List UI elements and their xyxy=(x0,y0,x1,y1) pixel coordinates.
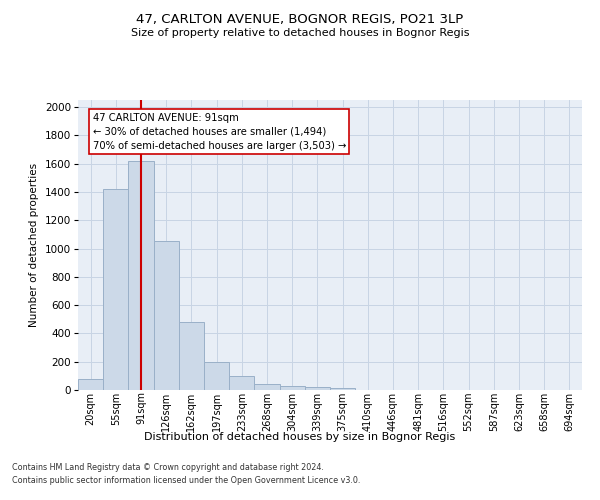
Bar xyxy=(128,161,154,390)
Bar xyxy=(154,242,179,390)
Text: 47, CARLTON AVENUE, BOGNOR REGIS, PO21 3LP: 47, CARLTON AVENUE, BOGNOR REGIS, PO21 3… xyxy=(136,12,464,26)
Bar xyxy=(254,384,280,390)
Text: 47 CARLTON AVENUE: 91sqm
← 30% of detached houses are smaller (1,494)
70% of sem: 47 CARLTON AVENUE: 91sqm ← 30% of detach… xyxy=(92,112,346,150)
Bar xyxy=(229,376,254,390)
Bar xyxy=(179,322,204,390)
Text: Contains public sector information licensed under the Open Government Licence v3: Contains public sector information licen… xyxy=(12,476,361,485)
Bar xyxy=(204,362,229,390)
Text: Distribution of detached houses by size in Bognor Regis: Distribution of detached houses by size … xyxy=(145,432,455,442)
Bar xyxy=(103,189,128,390)
Bar xyxy=(78,380,103,390)
Text: Size of property relative to detached houses in Bognor Regis: Size of property relative to detached ho… xyxy=(131,28,469,38)
Text: Contains HM Land Registry data © Crown copyright and database right 2024.: Contains HM Land Registry data © Crown c… xyxy=(12,464,324,472)
Bar xyxy=(330,388,355,390)
Bar xyxy=(280,386,305,390)
Bar xyxy=(305,387,330,390)
Y-axis label: Number of detached properties: Number of detached properties xyxy=(29,163,39,327)
